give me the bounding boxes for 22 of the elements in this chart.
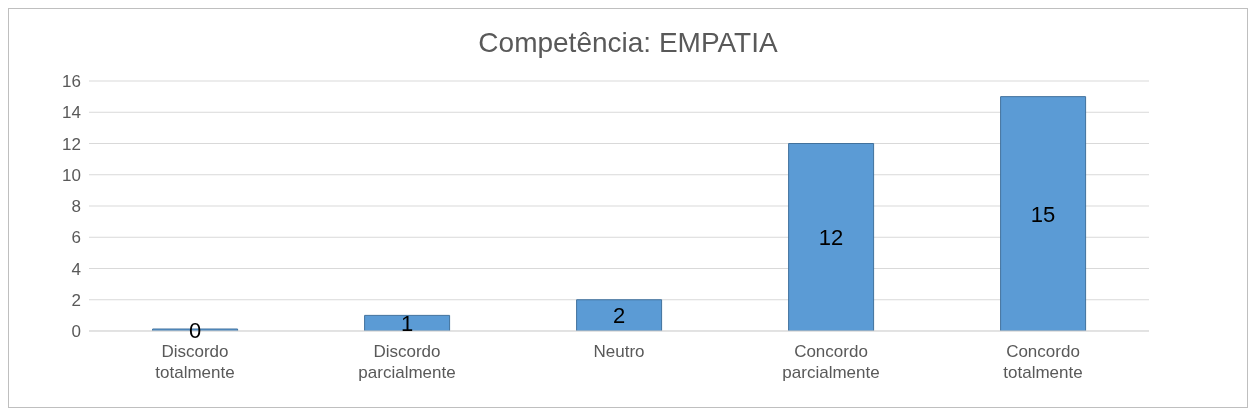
x-tick-label: Concordo parcialmente xyxy=(782,342,880,382)
x-tick-label: Discordo totalmente xyxy=(155,342,235,382)
data-label: 15 xyxy=(1030,201,1056,227)
y-tick-label: 12 xyxy=(62,134,81,154)
x-tick-label: Neutro xyxy=(593,342,645,361)
y-tick-label: 10 xyxy=(62,165,81,185)
chart-title: Competência: EMPATIA xyxy=(477,26,779,60)
x-tick-label: Concordo totalmente xyxy=(1003,342,1083,382)
bar xyxy=(1000,96,1087,331)
y-tick-label: 0 xyxy=(71,322,81,342)
y-tick-label: 16 xyxy=(62,72,81,92)
y-tick-label: 4 xyxy=(71,259,81,279)
y-tick-label: 2 xyxy=(71,290,81,310)
data-label: 12 xyxy=(818,225,844,251)
y-tick-label: 8 xyxy=(71,197,81,217)
y-tick-label: 6 xyxy=(71,228,81,248)
bar xyxy=(788,143,875,331)
data-label: 2 xyxy=(612,303,626,329)
y-tick-label: 14 xyxy=(62,103,81,123)
x-tick-label: Discordo parcialmente xyxy=(358,342,456,382)
bar xyxy=(576,299,663,331)
data-label: 1 xyxy=(400,311,414,337)
